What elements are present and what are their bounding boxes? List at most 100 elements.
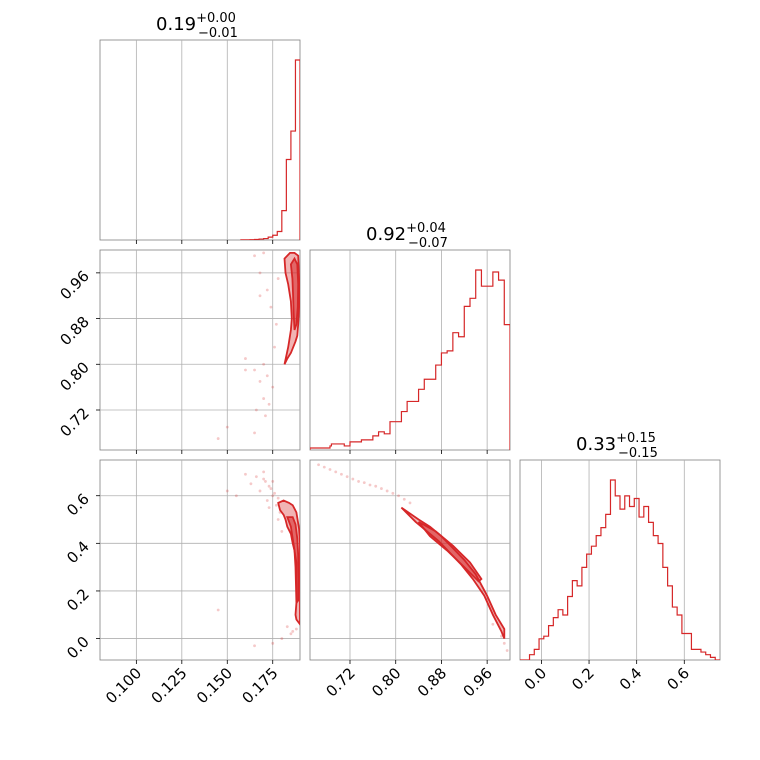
x-tick-label: 0.80 [368, 664, 404, 700]
scatter-point [408, 501, 412, 505]
scatter-point [262, 362, 266, 366]
scatter-point [264, 480, 267, 483]
scatter-point [285, 625, 289, 629]
histogram-panel-3-frame [519, 459, 721, 661]
histogram-panel-3: 0.0 0.2 0.4 0.6 [519, 459, 721, 694]
y-tick-label: 0.0 [63, 633, 93, 663]
title-median: 0.33 [576, 434, 616, 455]
contour-inner [286, 516, 300, 606]
scatter-point [280, 637, 284, 640]
scatter-point [351, 477, 355, 481]
scatter-point [505, 649, 509, 652]
histogram-panel-1-frame [99, 39, 301, 241]
x-tick-label: 0.2 [568, 664, 598, 694]
panel-title: 0.92+0.04 [366, 221, 446, 245]
x-tick-label: 0.96 [460, 664, 496, 700]
histogram-line [240, 59, 300, 240]
scatter-point [225, 489, 229, 493]
scatter-point [291, 630, 295, 633]
y-tick-label: 0.80 [56, 358, 92, 394]
scatter-point [294, 627, 298, 631]
title-median: 0.19 [156, 14, 196, 35]
scatter-point [216, 437, 220, 440]
y-tick-label: 0.72 [56, 404, 92, 440]
scatter-point [491, 622, 495, 626]
scatter-point [345, 475, 349, 479]
scatter-point [357, 480, 360, 483]
scatter-point [258, 380, 262, 383]
scatter-panel-1-frame [99, 249, 301, 451]
scatter-point [271, 385, 275, 389]
x-tick-label: 0.0 [521, 664, 551, 694]
scatter-point [502, 641, 506, 645]
scatter-point [271, 494, 275, 498]
scatter-point [269, 305, 273, 309]
scatter-point [340, 472, 343, 476]
scatter-point [328, 468, 332, 471]
x-tick-label: 0.4 [616, 664, 646, 694]
scatter-point [234, 494, 238, 498]
scatter-point [274, 322, 278, 326]
title-upper-error: +0.00 [196, 11, 236, 26]
scatter-panel-1: 0.72 0.80 0.88 0.96 [56, 249, 301, 454]
scatter-point [254, 475, 258, 479]
scatter-point [267, 402, 271, 406]
panel-content [216, 470, 300, 648]
scatter-point [322, 465, 326, 469]
scatter-point [258, 489, 262, 493]
scatter-point [264, 414, 267, 418]
scatter-point [265, 374, 269, 378]
scatter-point [280, 530, 284, 533]
scatter-point [244, 357, 247, 360]
scatter-point [253, 644, 256, 648]
scatter-point [391, 491, 395, 495]
scatter-point [254, 408, 258, 412]
scatter-point [402, 497, 406, 501]
scatter-point [265, 499, 269, 502]
scatter-point [274, 503, 278, 507]
scatter-point [368, 483, 372, 487]
x-tick-label: 0.6 [664, 664, 694, 694]
title-lower-error: −0.07 [408, 236, 448, 251]
histogram-line [310, 269, 510, 450]
x-tick-label: 0.150 [193, 664, 236, 707]
scatter-point [397, 494, 400, 498]
scatter-point [276, 518, 280, 521]
title-lower-error: −0.15 [618, 446, 658, 461]
panel-title: 0.33+0.15 [576, 431, 656, 455]
scatter-point [317, 463, 320, 467]
scatter-panel-3: 0.72 0.80 0.88 0.96 [309, 459, 511, 700]
contour-inner [289, 256, 300, 331]
scatter-point [271, 480, 275, 483]
scatter-point [385, 489, 389, 493]
scatter-point [380, 487, 383, 490]
scatter-point [334, 470, 338, 474]
scatter-point [273, 345, 276, 349]
title-median: 0.92 [366, 224, 406, 245]
scatter-point [289, 632, 293, 636]
x-tick-label: 0.88 [414, 664, 450, 700]
scatter-point [258, 271, 262, 275]
title-upper-error: +0.04 [406, 221, 446, 236]
scatter-point [276, 496, 280, 500]
scatter-point [262, 470, 266, 474]
title-upper-error: +0.15 [616, 431, 656, 446]
x-tick-label: 0.125 [148, 664, 191, 707]
panel-title: 0.19+0.00 [156, 11, 236, 35]
x-tick-label: 0.72 [322, 664, 358, 700]
panel-content [216, 251, 300, 440]
x-tick-label: 0.100 [102, 664, 145, 707]
scatter-point [244, 472, 247, 476]
scatter-point [262, 477, 266, 481]
scatter-point [262, 397, 266, 400]
histogram-line [520, 479, 720, 660]
histogram-panel-1 [99, 39, 301, 244]
y-tick-label: 0.96 [56, 267, 92, 303]
y-tick-label: 0.4 [63, 537, 93, 567]
scatter-panel-2: 0.100 0.125 0.150 0.175 0.0 0.2 0.4 0.6 [63, 459, 301, 707]
scatter-panel-3-frame [309, 459, 511, 661]
y-tick-label: 0.88 [56, 313, 92, 349]
scatter-point [258, 294, 262, 298]
scatter-point [265, 288, 269, 292]
